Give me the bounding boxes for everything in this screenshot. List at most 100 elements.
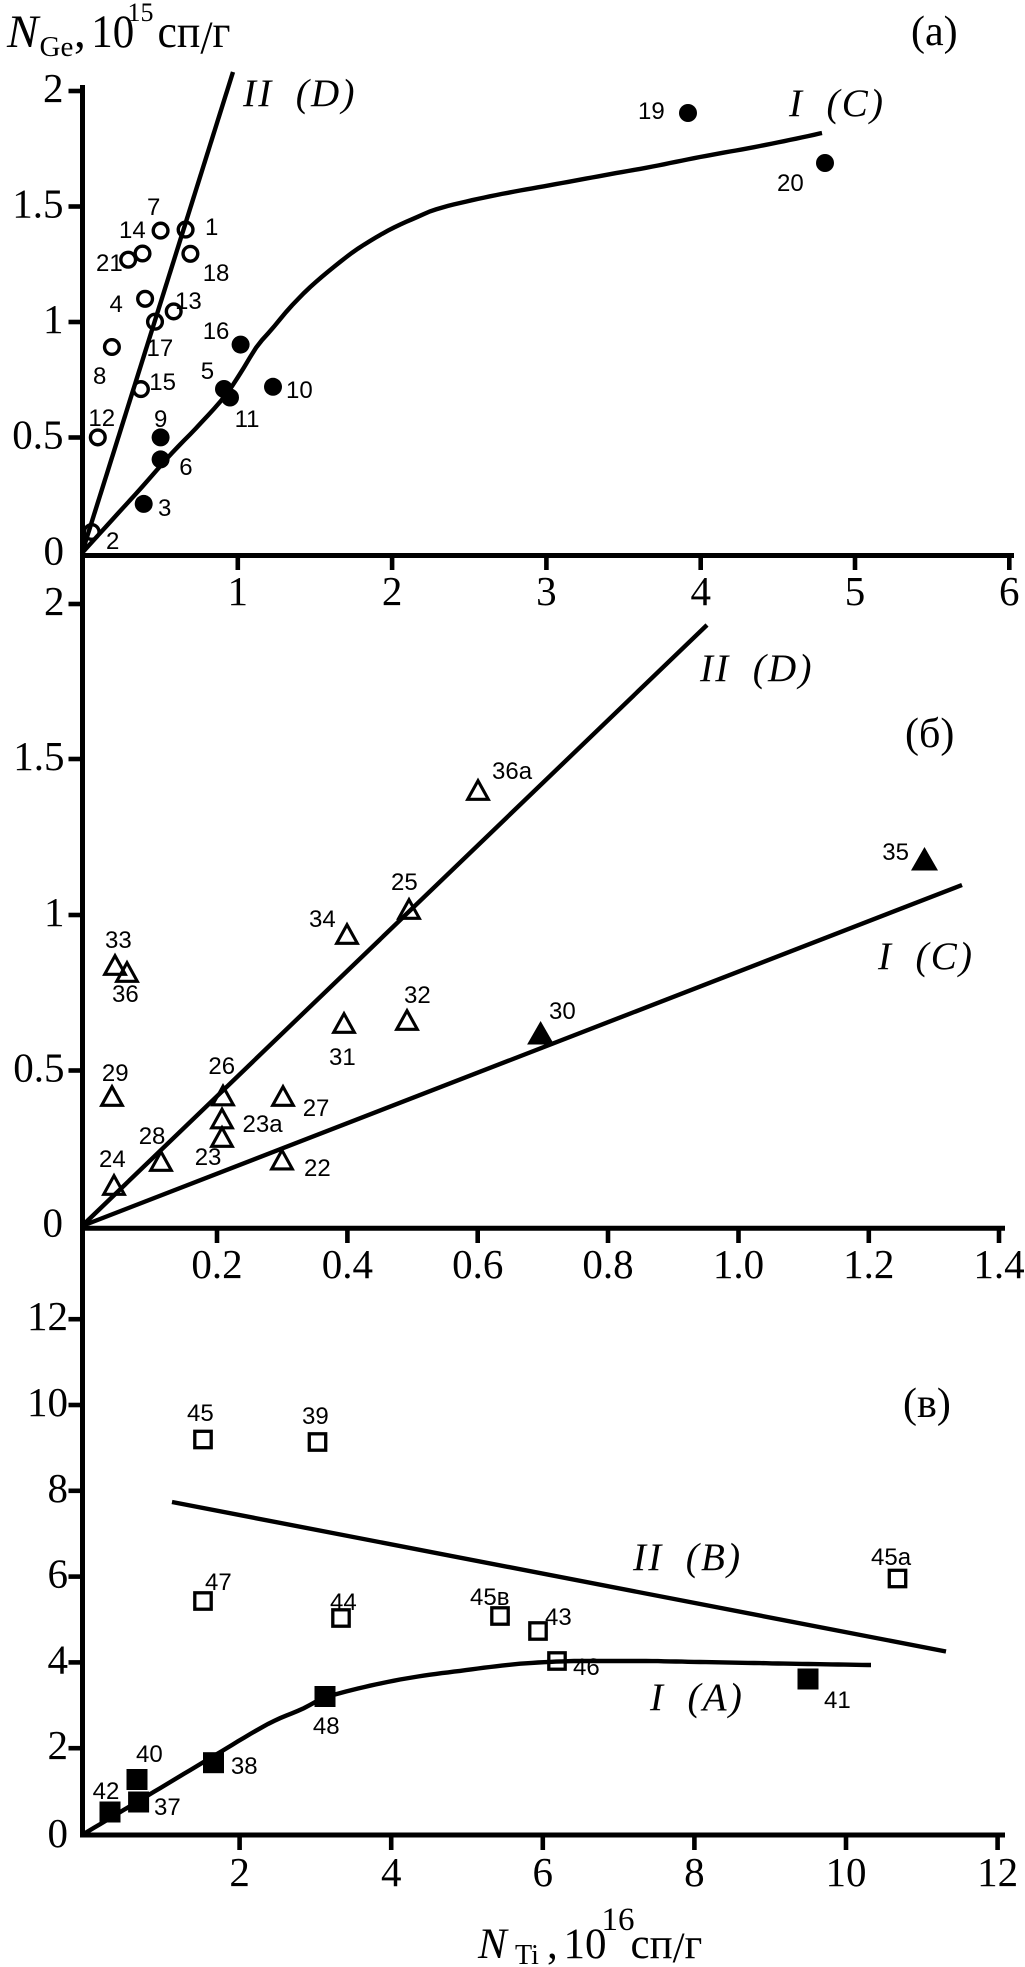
svg-text:24: 24 bbox=[99, 1146, 126, 1173]
svg-text:10: 10 bbox=[91, 6, 134, 58]
svg-text:2: 2 bbox=[106, 528, 119, 555]
svg-text:4: 4 bbox=[110, 291, 123, 318]
svg-text:2: 2 bbox=[43, 65, 64, 111]
svg-text:I (A): I (A) bbox=[649, 1676, 744, 1719]
svg-text:40: 40 bbox=[136, 1741, 163, 1768]
svg-text:5: 5 bbox=[201, 358, 214, 385]
svg-text:32: 32 bbox=[404, 982, 431, 1009]
svg-text:N: N bbox=[477, 1921, 509, 1967]
svg-text:7: 7 bbox=[147, 194, 160, 221]
svg-text:37: 37 bbox=[154, 1794, 181, 1821]
svg-text:36: 36 bbox=[112, 981, 139, 1008]
svg-text:43: 43 bbox=[545, 1604, 572, 1631]
svg-text:N: N bbox=[6, 6, 41, 58]
svg-text:6: 6 bbox=[999, 568, 1020, 614]
svg-text:1.4: 1.4 bbox=[973, 1241, 1024, 1287]
svg-text:22: 22 bbox=[304, 1155, 331, 1182]
svg-text:17: 17 bbox=[147, 335, 174, 362]
svg-text:12: 12 bbox=[977, 1849, 1018, 1895]
svg-text:10: 10 bbox=[564, 1921, 607, 1967]
svg-text:30: 30 bbox=[549, 998, 576, 1025]
svg-text:2: 2 bbox=[382, 568, 403, 614]
svg-text:0: 0 bbox=[48, 1810, 69, 1856]
svg-text:33: 33 bbox=[105, 927, 132, 954]
svg-text:10: 10 bbox=[286, 377, 313, 404]
svg-text:21: 21 bbox=[96, 250, 123, 277]
svg-text:14: 14 bbox=[119, 217, 146, 244]
svg-text:II (D): II (D) bbox=[699, 647, 814, 690]
svg-text:2: 2 bbox=[44, 578, 65, 624]
svg-text:6: 6 bbox=[48, 1551, 69, 1597]
svg-text:1: 1 bbox=[44, 889, 65, 935]
svg-text:26: 26 bbox=[208, 1053, 235, 1080]
svg-text:4: 4 bbox=[48, 1636, 69, 1682]
svg-text:45a: 45a bbox=[871, 1544, 912, 1571]
svg-text:45: 45 bbox=[187, 1400, 214, 1427]
svg-text:3: 3 bbox=[536, 568, 557, 614]
svg-text:1.2: 1.2 bbox=[843, 1241, 894, 1287]
svg-text:29: 29 bbox=[102, 1060, 129, 1087]
svg-text:2: 2 bbox=[229, 1849, 250, 1895]
svg-text:38: 38 bbox=[231, 1753, 258, 1780]
svg-text:3: 3 bbox=[158, 495, 171, 522]
svg-text:31: 31 bbox=[329, 1044, 356, 1071]
svg-text:27: 27 bbox=[303, 1095, 330, 1122]
svg-text:42: 42 bbox=[93, 1778, 120, 1805]
svg-text:18: 18 bbox=[203, 260, 230, 287]
svg-text:Ti: Ti bbox=[515, 1940, 539, 1967]
svg-text:,: , bbox=[74, 6, 86, 58]
svg-text:5: 5 bbox=[845, 568, 866, 614]
svg-text:сп/г: сп/г bbox=[158, 6, 231, 64]
svg-text:I (C): I (C) bbox=[788, 82, 885, 125]
svg-text:10: 10 bbox=[826, 1849, 867, 1895]
svg-text:35: 35 bbox=[882, 839, 909, 866]
svg-text:0: 0 bbox=[44, 528, 65, 574]
svg-text:8: 8 bbox=[48, 1465, 69, 1511]
svg-text:0.6: 0.6 bbox=[452, 1241, 503, 1287]
svg-text:41: 41 bbox=[824, 1687, 851, 1714]
svg-text:1: 1 bbox=[228, 568, 249, 614]
svg-text:1: 1 bbox=[205, 214, 218, 241]
svg-text:47: 47 bbox=[205, 1569, 232, 1596]
svg-text:46: 46 bbox=[573, 1654, 600, 1681]
svg-text:44: 44 bbox=[330, 1589, 357, 1616]
svg-text:0.8: 0.8 bbox=[582, 1241, 633, 1287]
svg-text:13: 13 bbox=[175, 288, 202, 315]
svg-text:16: 16 bbox=[602, 1902, 635, 1938]
svg-text:45в: 45в bbox=[470, 1584, 509, 1611]
svg-text:0.5: 0.5 bbox=[12, 412, 63, 458]
svg-text:II (D): II (D) bbox=[242, 72, 357, 115]
svg-text:6: 6 bbox=[179, 454, 192, 481]
svg-text:11: 11 bbox=[235, 406, 260, 433]
svg-text:34: 34 bbox=[309, 906, 336, 933]
svg-text:20: 20 bbox=[777, 170, 804, 197]
svg-text:(б): (б) bbox=[905, 711, 954, 757]
svg-text:19: 19 bbox=[638, 98, 665, 125]
svg-text:10: 10 bbox=[27, 1379, 68, 1425]
svg-text:48: 48 bbox=[313, 1713, 340, 1740]
svg-text:12: 12 bbox=[88, 405, 115, 432]
svg-text:,: , bbox=[547, 1921, 558, 1967]
svg-text:1.5: 1.5 bbox=[12, 181, 63, 227]
svg-text:0.2: 0.2 bbox=[191, 1241, 242, 1287]
svg-text:8: 8 bbox=[684, 1849, 705, 1895]
svg-text:4: 4 bbox=[381, 1849, 402, 1895]
svg-text:23a: 23a bbox=[243, 1111, 284, 1138]
svg-text:16: 16 bbox=[203, 318, 230, 345]
svg-text:0: 0 bbox=[43, 1200, 64, 1246]
svg-text:1: 1 bbox=[43, 296, 64, 342]
svg-text:4: 4 bbox=[690, 568, 711, 614]
svg-text:1.0: 1.0 bbox=[713, 1241, 764, 1287]
svg-text:сп/г: сп/г bbox=[631, 1921, 703, 1967]
svg-text:II (B): II (B) bbox=[632, 1536, 742, 1579]
svg-text:(а): (а) bbox=[911, 9, 958, 55]
svg-text:0.5: 0.5 bbox=[13, 1045, 64, 1091]
svg-text:Ge: Ge bbox=[40, 31, 74, 63]
svg-text:1.5: 1.5 bbox=[13, 733, 64, 779]
svg-text:12: 12 bbox=[27, 1293, 68, 1339]
svg-text:9: 9 bbox=[154, 406, 167, 433]
svg-text:6: 6 bbox=[533, 1849, 554, 1895]
svg-text:39: 39 bbox=[302, 1403, 329, 1430]
svg-text:I (C): I (C) bbox=[877, 935, 974, 978]
svg-text:23: 23 bbox=[195, 1144, 222, 1171]
